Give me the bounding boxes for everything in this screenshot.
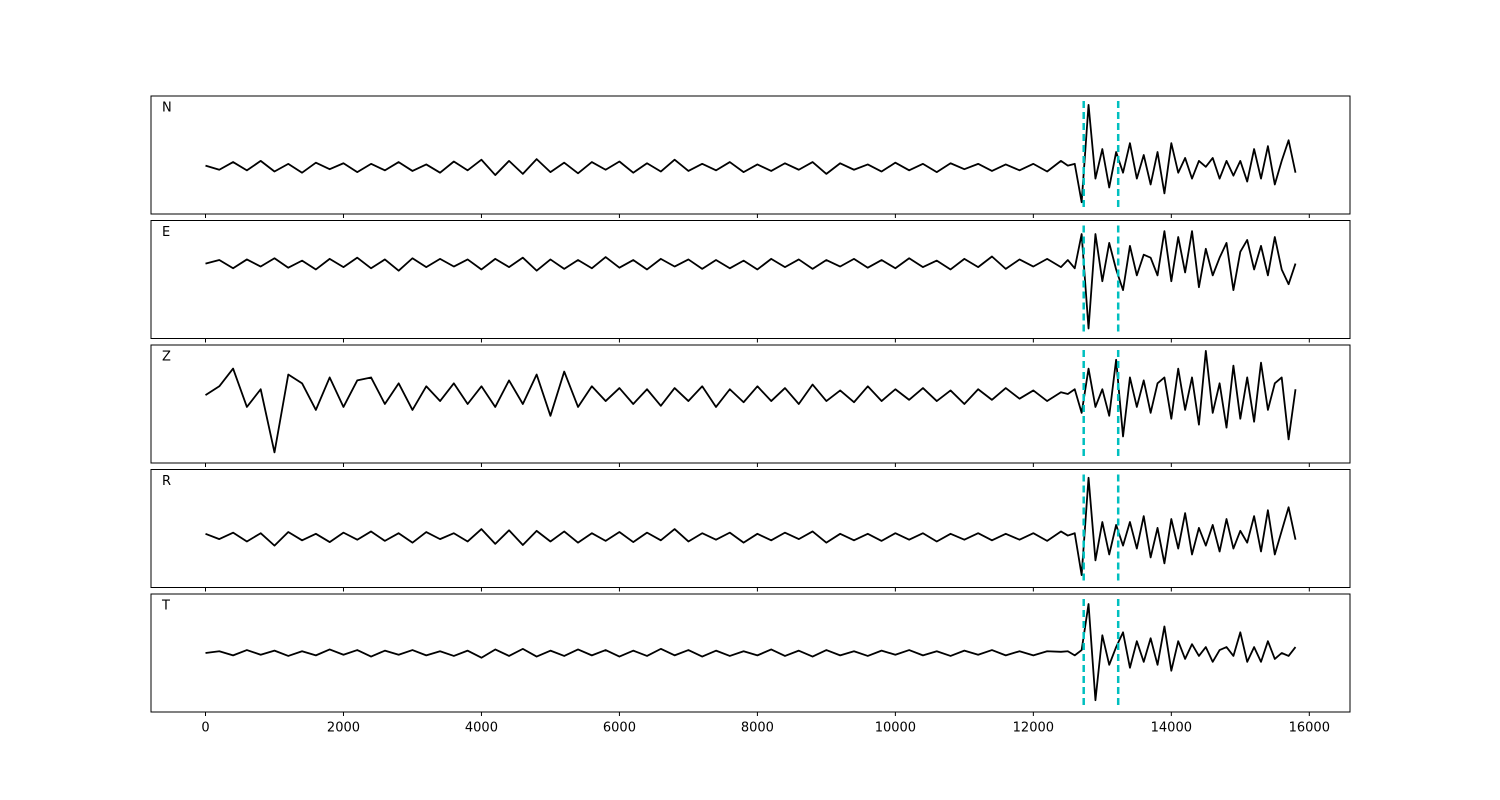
panel-label: R [162,474,171,489]
x-tick-label: 10000 [875,721,916,736]
trace [205,350,1297,454]
panel-frame [150,344,1351,464]
x-tick-label: 4000 [465,721,498,736]
panel-frame [150,593,1351,713]
trace [205,103,1297,204]
panel-frame [150,469,1351,588]
x-tick-label: 14000 [1151,721,1192,736]
trace [205,603,1297,702]
trace [205,230,1297,330]
panel-label: Z [162,350,171,365]
x-tick-label: 0 [201,721,209,736]
panel-frame [150,220,1351,339]
x-tick-label: 6000 [603,721,636,736]
panel-label: E [162,225,170,240]
panel-label: N [162,101,172,116]
x-tick-label: 16000 [1289,721,1330,736]
x-tick-label: 2000 [327,721,360,736]
x-tick-label: 8000 [741,721,774,736]
x-tick-label: 12000 [1013,721,1054,736]
panel-frame [150,95,1351,215]
trace [205,476,1297,577]
panel-label: T [161,599,170,614]
